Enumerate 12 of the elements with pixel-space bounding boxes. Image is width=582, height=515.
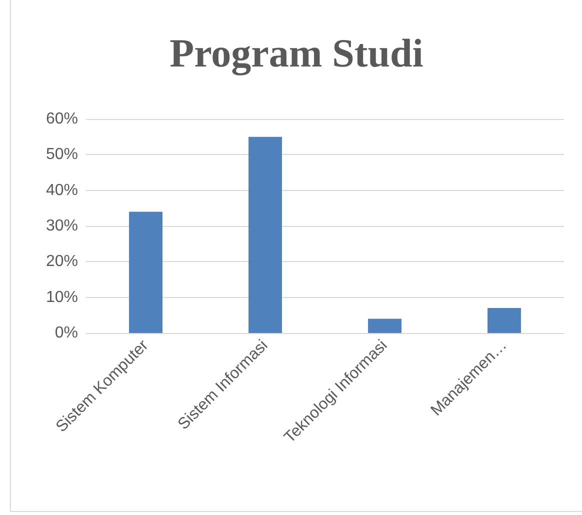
y-tick-label: 40% <box>46 182 78 199</box>
chart-title: Program Studi <box>170 30 424 76</box>
y-tick-label: 60% <box>46 110 78 128</box>
y-tick-label: 30% <box>46 218 78 234</box>
y-tick-label: 20% <box>46 253 78 270</box>
y-tick-label: 10% <box>46 288 78 306</box>
bar <box>248 136 282 333</box>
bar <box>488 308 521 333</box>
bar <box>129 212 162 333</box>
bar <box>368 318 402 333</box>
y-tick-label: 50% <box>46 146 78 164</box>
y-tick-label: 0% <box>54 324 78 342</box>
